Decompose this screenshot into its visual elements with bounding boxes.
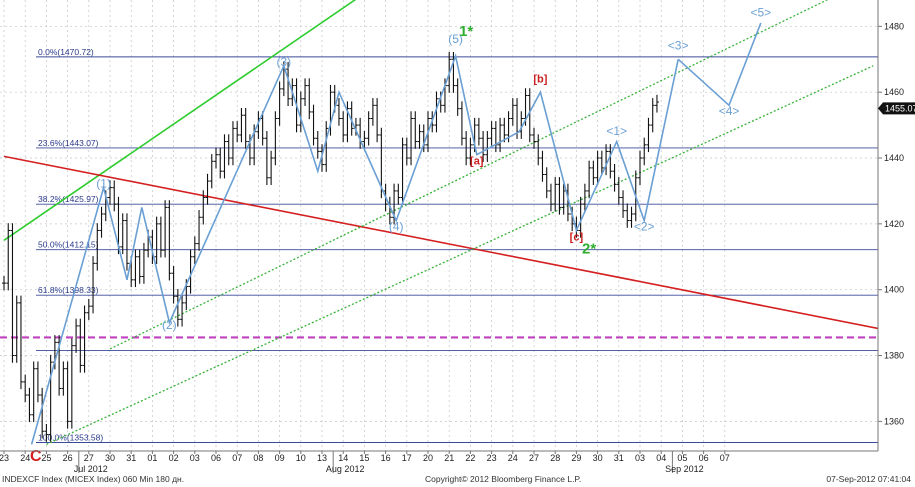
x-tick-label: 31 [614, 453, 624, 463]
x-tick-label: 05 [677, 453, 687, 463]
y-tick-label: 1440 [884, 153, 904, 163]
trendline [109, 0, 829, 350]
fibonacci-levels: 0.0%(1470.72) 23.6%(1443.07) 38.2%(1425.97… [0, 47, 878, 443]
trendline [3, 0, 357, 241]
x-tick-label: 17 [402, 453, 412, 463]
x-tick-label: 25 [41, 453, 51, 463]
x-tick-label: 28 [550, 453, 560, 463]
x-tick-label: 13 [317, 453, 327, 463]
x-tick-label: 24 [508, 453, 518, 463]
footer-index-label: INDEXCF Index (MICEX Index) 060 Min 180 … [2, 474, 185, 484]
x-tick-label: 27 [84, 453, 94, 463]
wave-label: 1* [459, 23, 473, 40]
trendlines [3, 0, 878, 446]
wave-label: [c] [570, 231, 584, 243]
x-tick-label: 21 [444, 453, 454, 463]
y-tick-label: 1460 [884, 87, 904, 97]
x-tick-label: 06 [699, 453, 709, 463]
fib-level-label: 50.0%(1412.15) [38, 240, 99, 250]
wave-projection-line [677, 22, 762, 107]
wave-label: (5) [448, 32, 463, 46]
x-tick-label: 07 [232, 453, 242, 463]
footer-timestamp: 07-Sep-2012 07:41:04 [826, 474, 911, 484]
last-price-label: 1455.07 [885, 103, 915, 113]
wave-count-line [30, 53, 679, 445]
fib-level-label: 23.6%(1443.07) [38, 138, 99, 148]
wave-label: C [30, 448, 42, 465]
wave-label: (4) [389, 219, 404, 233]
fib-level-label: 38.2%(1425.97) [38, 194, 99, 204]
wave-label: (3) [277, 55, 292, 69]
x-tick-label: 27 [529, 453, 539, 463]
y-tick-label: 1420 [884, 219, 904, 229]
x-tick-label: 26 [63, 453, 73, 463]
x-tick-label: 14 [338, 453, 348, 463]
wave-label: <2> [634, 219, 655, 233]
x-tick-label: 04 [656, 453, 666, 463]
month-label: Sep 2012 [665, 464, 704, 474]
trendline [46, 65, 874, 446]
x-tick-label: 30 [593, 453, 603, 463]
month-label: Aug 2012 [326, 464, 365, 474]
x-tick-label: 03 [635, 453, 645, 463]
x-tick-label: 31 [126, 453, 136, 463]
x-tick-label: 24 [20, 453, 30, 463]
x-tick-label: 09 [275, 453, 285, 463]
x-tick-label: 23 [487, 453, 497, 463]
x-tick-label: 20 [423, 453, 433, 463]
wave-labels: (1) (2) (3) (4) (5) [a] [b] [c] <1> <2> <3> <4> <5> 1… [30, 5, 771, 464]
wave-label: [a] [470, 156, 484, 168]
x-tick-label: 22 [465, 453, 475, 463]
x-tick-label: 16 [381, 453, 391, 463]
y-tick-label: 1480 [884, 21, 904, 31]
fib-level-label: 61.8%(1398.33) [38, 285, 99, 295]
wave-label: <1> [606, 124, 627, 138]
x-tick-label: 29 [571, 453, 581, 463]
wave-label: (1) [96, 177, 111, 191]
x-tick-label: 03 [190, 453, 200, 463]
wave-label: (2) [162, 318, 177, 332]
x-tick-label: 15 [359, 453, 369, 463]
trendline [3, 155, 878, 330]
wave-label: <5> [750, 5, 771, 19]
fib-level-label: 100.0%(1353.58) [38, 433, 103, 443]
y-tick-label: 1400 [884, 285, 904, 295]
x-tick-label: 23 [0, 453, 9, 463]
x-tick-label: 07 [720, 453, 730, 463]
x-tick-label: 06 [211, 453, 221, 463]
grid [0, 0, 878, 451]
fib-level-label: 0.0%(1470.72) [38, 47, 94, 57]
y-tick-label: 1380 [884, 351, 904, 361]
x-tick-label: 02 [169, 453, 179, 463]
wave-label: 2* [582, 240, 596, 257]
wave-label: <3> [668, 38, 689, 52]
x-tick-label: 01 [147, 453, 157, 463]
x-tick-label: 30 [105, 453, 115, 463]
wave-label: [b] [533, 73, 547, 85]
y-tick-label: 1360 [884, 416, 904, 426]
wave-count-path [30, 22, 762, 445]
wave-label: <4> [719, 104, 740, 118]
x-tick-label: 10 [296, 453, 306, 463]
x-tick-label: 08 [253, 453, 263, 463]
price-series [2, 52, 659, 442]
footer-copyright: Copyright© 2012 Bloomberg Finance L.P. [425, 474, 582, 484]
month-label: Jul 2012 [74, 464, 108, 474]
last-price-marker [878, 102, 915, 115]
